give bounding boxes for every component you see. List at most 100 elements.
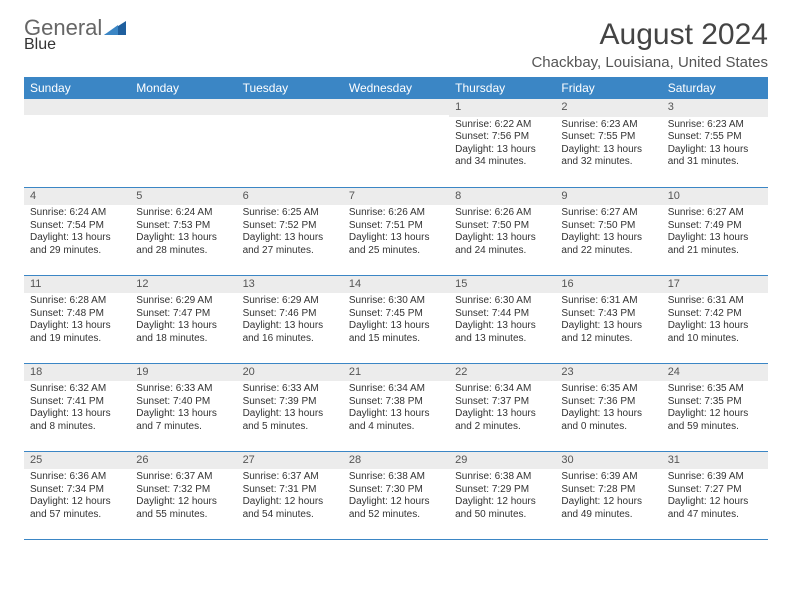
cell-line: Sunrise: 6:36 AM xyxy=(30,471,124,484)
day-number: 18 xyxy=(24,364,130,382)
day-number: 6 xyxy=(237,188,343,206)
cell-content: Sunrise: 6:39 AMSunset: 7:27 PMDaylight:… xyxy=(662,469,768,525)
day-number: 5 xyxy=(130,188,236,206)
cell-line: Sunset: 7:50 PM xyxy=(455,220,549,233)
title-block: August 2024 Chackbay, Louisiana, United … xyxy=(531,18,768,71)
cell-content: Sunrise: 6:23 AMSunset: 7:55 PMDaylight:… xyxy=(662,117,768,173)
cell-line: Daylight: 12 hours xyxy=(668,496,762,509)
day-number: 4 xyxy=(24,188,130,206)
calendar-cell: 15Sunrise: 6:30 AMSunset: 7:44 PMDayligh… xyxy=(449,275,555,363)
cell-line: Daylight: 13 hours xyxy=(561,144,655,157)
calendar-cell: 21Sunrise: 6:34 AMSunset: 7:38 PMDayligh… xyxy=(343,363,449,451)
cell-content: Sunrise: 6:35 AMSunset: 7:35 PMDaylight:… xyxy=(662,381,768,437)
day-number: 26 xyxy=(130,452,236,470)
calendar-cell: 30Sunrise: 6:39 AMSunset: 7:28 PMDayligh… xyxy=(555,451,661,539)
calendar-cell: 7Sunrise: 6:26 AMSunset: 7:51 PMDaylight… xyxy=(343,187,449,275)
day-number xyxy=(24,99,130,115)
calendar-cell: 12Sunrise: 6:29 AMSunset: 7:47 PMDayligh… xyxy=(130,275,236,363)
cell-line: Sunset: 7:42 PM xyxy=(668,308,762,321)
cell-content: Sunrise: 6:35 AMSunset: 7:36 PMDaylight:… xyxy=(555,381,661,437)
cell-line: Daylight: 13 hours xyxy=(561,232,655,245)
logo: General Blue xyxy=(24,18,126,52)
cell-line: Sunrise: 6:32 AM xyxy=(30,383,124,396)
cell-line: Daylight: 13 hours xyxy=(349,320,443,333)
day-number: 11 xyxy=(24,276,130,294)
cell-line: Sunset: 7:49 PM xyxy=(668,220,762,233)
day-number: 27 xyxy=(237,452,343,470)
cell-line: Sunrise: 6:30 AM xyxy=(349,295,443,308)
cell-line: Daylight: 12 hours xyxy=(136,496,230,509)
day-number: 20 xyxy=(237,364,343,382)
cell-line: Sunset: 7:32 PM xyxy=(136,484,230,497)
cell-line: and 8 minutes. xyxy=(30,421,124,434)
cell-line: and 22 minutes. xyxy=(561,245,655,258)
cell-line: Sunrise: 6:23 AM xyxy=(561,119,655,132)
day-number: 31 xyxy=(662,452,768,470)
cell-line: Sunrise: 6:30 AM xyxy=(455,295,549,308)
cell-content xyxy=(343,115,449,121)
cell-line: and 57 minutes. xyxy=(30,509,124,522)
cell-line: Daylight: 13 hours xyxy=(455,320,549,333)
cell-line: and 0 minutes. xyxy=(561,421,655,434)
day-number: 22 xyxy=(449,364,555,382)
cell-line: Sunrise: 6:24 AM xyxy=(30,207,124,220)
cell-line: Daylight: 13 hours xyxy=(243,320,337,333)
cell-content: Sunrise: 6:36 AMSunset: 7:34 PMDaylight:… xyxy=(24,469,130,525)
cell-line: Daylight: 13 hours xyxy=(349,408,443,421)
page-header: General Blue August 2024 Chackbay, Louis… xyxy=(24,18,768,71)
cell-content: Sunrise: 6:29 AMSunset: 7:46 PMDaylight:… xyxy=(237,293,343,349)
cell-line: Sunrise: 6:26 AM xyxy=(455,207,549,220)
cell-line: Sunrise: 6:37 AM xyxy=(243,471,337,484)
cell-line: Sunset: 7:52 PM xyxy=(243,220,337,233)
calendar-page: General Blue August 2024 Chackbay, Louis… xyxy=(0,0,792,558)
day-number: 28 xyxy=(343,452,449,470)
cell-line: Daylight: 13 hours xyxy=(30,232,124,245)
cell-content: Sunrise: 6:26 AMSunset: 7:51 PMDaylight:… xyxy=(343,205,449,261)
cell-content xyxy=(130,115,236,121)
cell-line: Sunrise: 6:23 AM xyxy=(668,119,762,132)
cell-content: Sunrise: 6:31 AMSunset: 7:43 PMDaylight:… xyxy=(555,293,661,349)
cell-line: Daylight: 13 hours xyxy=(30,320,124,333)
cell-line: Sunset: 7:55 PM xyxy=(668,131,762,144)
logo-word-2: Blue xyxy=(24,36,56,53)
cell-line: Sunset: 7:31 PM xyxy=(243,484,337,497)
cell-content: Sunrise: 6:37 AMSunset: 7:32 PMDaylight:… xyxy=(130,469,236,525)
cell-line: and 27 minutes. xyxy=(243,245,337,258)
cell-line: Daylight: 13 hours xyxy=(349,232,443,245)
cell-line: and 54 minutes. xyxy=(243,509,337,522)
cell-line: Daylight: 13 hours xyxy=(455,144,549,157)
cell-line: Daylight: 13 hours xyxy=(455,232,549,245)
calendar-cell: 16Sunrise: 6:31 AMSunset: 7:43 PMDayligh… xyxy=(555,275,661,363)
cell-line: Sunset: 7:55 PM xyxy=(561,131,655,144)
cell-content xyxy=(24,115,130,121)
cell-line: and 24 minutes. xyxy=(455,245,549,258)
calendar-cell xyxy=(130,99,236,187)
cell-line: Sunset: 7:54 PM xyxy=(30,220,124,233)
cell-line: and 2 minutes. xyxy=(455,421,549,434)
calendar-week-row: 4Sunrise: 6:24 AMSunset: 7:54 PMDaylight… xyxy=(24,187,768,275)
cell-content: Sunrise: 6:28 AMSunset: 7:48 PMDaylight:… xyxy=(24,293,130,349)
day-number: 3 xyxy=(662,99,768,117)
cell-line: Daylight: 13 hours xyxy=(136,320,230,333)
cell-line: Sunset: 7:44 PM xyxy=(455,308,549,321)
cell-line: Sunrise: 6:37 AM xyxy=(136,471,230,484)
calendar-cell xyxy=(343,99,449,187)
cell-line: and 16 minutes. xyxy=(243,333,337,346)
cell-line: Sunrise: 6:35 AM xyxy=(561,383,655,396)
calendar-cell: 22Sunrise: 6:34 AMSunset: 7:37 PMDayligh… xyxy=(449,363,555,451)
cell-content: Sunrise: 6:31 AMSunset: 7:42 PMDaylight:… xyxy=(662,293,768,349)
calendar-cell: 29Sunrise: 6:38 AMSunset: 7:29 PMDayligh… xyxy=(449,451,555,539)
day-header: Thursday xyxy=(449,77,555,99)
day-number: 14 xyxy=(343,276,449,294)
day-number xyxy=(130,99,236,115)
cell-line: Daylight: 12 hours xyxy=(455,496,549,509)
calendar-cell: 1Sunrise: 6:22 AMSunset: 7:56 PMDaylight… xyxy=(449,99,555,187)
cell-line: and 19 minutes. xyxy=(30,333,124,346)
cell-line: and 7 minutes. xyxy=(136,421,230,434)
cell-line: Sunrise: 6:26 AM xyxy=(349,207,443,220)
cell-content: Sunrise: 6:32 AMSunset: 7:41 PMDaylight:… xyxy=(24,381,130,437)
cell-content: Sunrise: 6:39 AMSunset: 7:28 PMDaylight:… xyxy=(555,469,661,525)
cell-line: Daylight: 13 hours xyxy=(455,408,549,421)
cell-content: Sunrise: 6:29 AMSunset: 7:47 PMDaylight:… xyxy=(130,293,236,349)
day-number: 17 xyxy=(662,276,768,294)
